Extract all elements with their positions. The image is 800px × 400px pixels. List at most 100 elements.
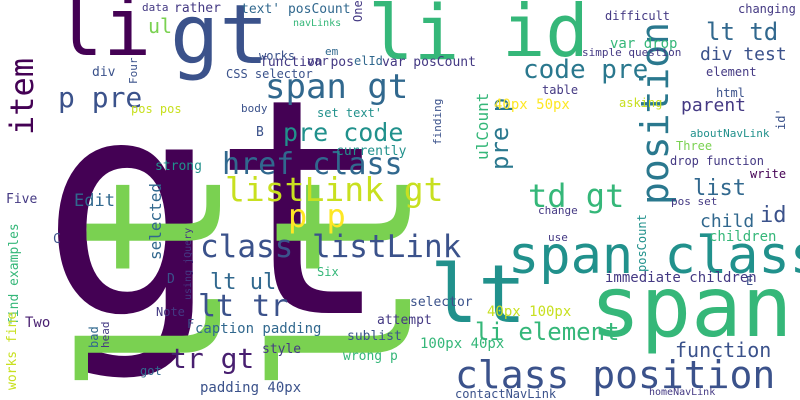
word: children xyxy=(709,229,777,245)
word: li xyxy=(368,0,460,77)
word: li element xyxy=(475,318,620,346)
word: finding xyxy=(431,98,444,145)
word: em xyxy=(325,45,339,58)
word: function pos xyxy=(260,55,354,70)
word: td gt xyxy=(528,177,625,215)
word: drop function xyxy=(670,154,764,168)
word: changing xyxy=(738,2,796,16)
word: selector xyxy=(410,295,473,310)
word: id' xyxy=(774,108,788,130)
word: li xyxy=(55,0,152,74)
word: parent xyxy=(681,95,747,116)
word: Six xyxy=(317,265,339,279)
word: write xyxy=(750,167,787,181)
word: item xyxy=(3,57,41,135)
word: strong xyxy=(155,159,202,174)
word: use xyxy=(548,231,568,244)
word: contactNavLink xyxy=(455,387,557,400)
word: div test xyxy=(700,44,787,65)
word: attempt xyxy=(377,313,432,328)
word: using jQuery xyxy=(183,227,194,300)
word: text' posCount xyxy=(241,2,351,17)
word: gt xyxy=(170,0,269,83)
word: style xyxy=(262,342,302,357)
word: id xyxy=(502,0,589,73)
word: span gt xyxy=(265,67,409,107)
word: CSS selector xyxy=(226,67,313,81)
word: pre code xyxy=(283,118,404,147)
word: pos set xyxy=(671,195,718,208)
word: body xyxy=(241,102,268,115)
word: code pre xyxy=(523,55,649,85)
word: data xyxy=(142,1,169,14)
word: lt tr xyxy=(198,289,289,324)
word: padding 40px xyxy=(200,380,302,396)
word: Five xyxy=(6,192,38,207)
word: var xyxy=(307,54,329,68)
word: sublist xyxy=(347,329,402,344)
word: p p xyxy=(288,197,346,235)
word: difficult xyxy=(605,9,671,23)
word: Edit xyxy=(74,191,115,211)
word: class listLink xyxy=(200,229,462,265)
word: lt ul xyxy=(210,270,277,295)
word: id xyxy=(760,203,787,228)
word: 40px 50px xyxy=(494,97,570,113)
word: html xyxy=(716,86,745,100)
word: href class xyxy=(222,147,403,182)
word: change xyxy=(538,204,578,217)
word: works fine xyxy=(5,311,20,390)
word: posCount xyxy=(635,214,649,272)
word: simple question xyxy=(582,46,682,59)
word: set text' xyxy=(317,106,383,120)
word: child xyxy=(700,211,755,232)
word: immediate children xyxy=(605,270,757,286)
word: p pre xyxy=(58,81,143,114)
word: caption padding xyxy=(195,321,322,337)
word: var drop xyxy=(610,36,678,52)
word: aboutNavLink xyxy=(690,127,770,140)
word: list xyxy=(693,176,746,201)
word: D xyxy=(167,272,175,287)
word: homeNavLink xyxy=(649,387,716,398)
word: C xyxy=(53,232,61,247)
word: selected xyxy=(146,182,165,260)
word: E xyxy=(746,274,754,288)
word: One xyxy=(351,0,365,22)
word: B xyxy=(256,125,264,140)
word: ul xyxy=(148,14,173,38)
word: function xyxy=(675,338,772,362)
word: gt xyxy=(40,35,391,384)
word: elId xyxy=(354,54,383,68)
word: find examples xyxy=(7,223,22,325)
word: listLink gt xyxy=(225,170,444,209)
word: tr gt xyxy=(170,342,255,375)
word: pos pos xyxy=(131,102,182,116)
word: head xyxy=(99,321,112,349)
word: var posCount xyxy=(382,55,476,70)
word: class position xyxy=(455,353,776,397)
word: table xyxy=(542,83,579,97)
word: lt xyxy=(430,248,527,341)
word: Two xyxy=(25,315,51,331)
word: rather xyxy=(174,1,221,16)
word: currently xyxy=(336,144,407,159)
word: navLinks xyxy=(293,18,342,29)
word: got xyxy=(140,364,162,378)
word: F xyxy=(187,317,195,331)
word: span xyxy=(590,258,793,356)
word: Three xyxy=(676,139,713,153)
word: element xyxy=(706,65,757,79)
word: span class xyxy=(508,226,800,286)
word: lt td xyxy=(706,18,779,46)
word: ulCount xyxy=(473,92,492,160)
word: works xyxy=(259,49,296,63)
word: 100px 40px xyxy=(420,336,505,352)
word: Note xyxy=(156,305,185,319)
word: div xyxy=(92,65,116,80)
word: bad xyxy=(87,326,101,348)
word: asking xyxy=(619,96,663,110)
word: wrong p xyxy=(343,349,398,364)
word: Four xyxy=(127,57,140,85)
